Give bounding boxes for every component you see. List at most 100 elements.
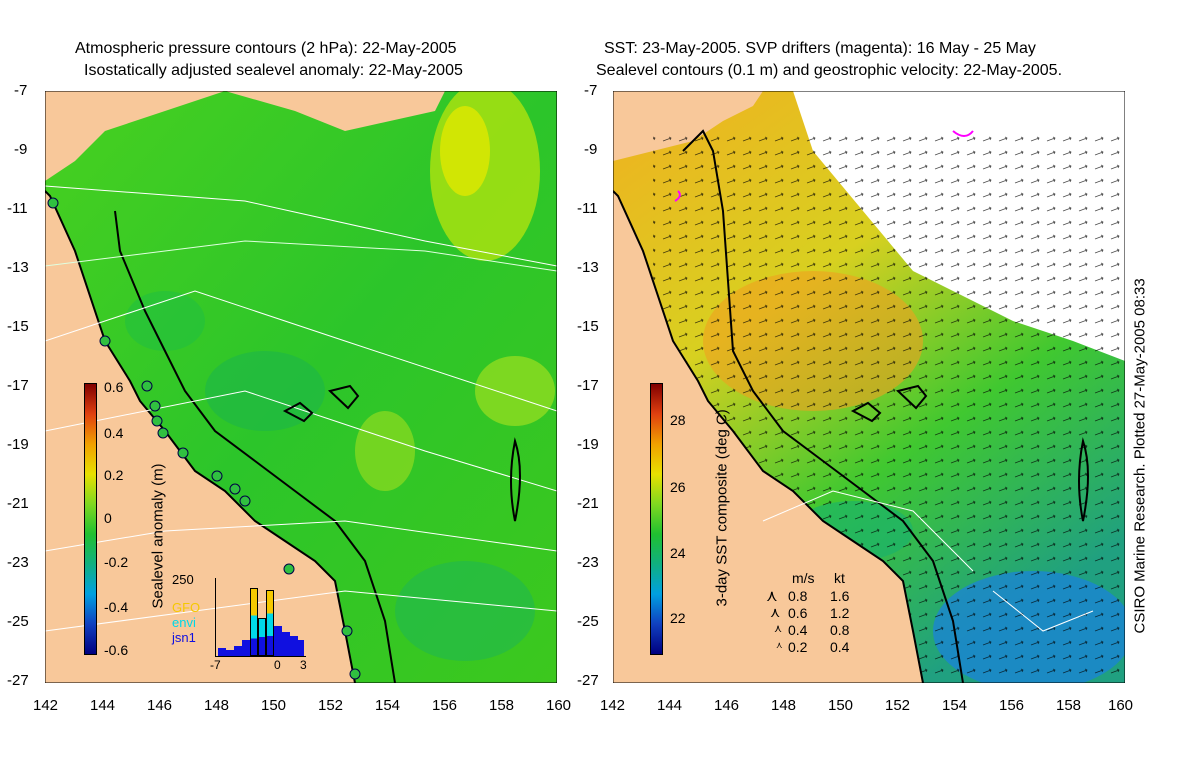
y-tick-label: -13 [7,259,29,276]
colorbar-tick: 26 [670,479,686,495]
colorbar-tick: 22 [670,610,686,626]
x-tick-label: 150 [261,697,287,714]
hist-bar [250,588,258,656]
y-tick-label: -21 [7,495,29,512]
anomaly-patch-dark [205,351,325,431]
y-tick-label: -23 [577,554,599,571]
y-tick-label: -17 [7,377,29,394]
y-tick-label: -23 [7,554,29,571]
hist-y-max: 250 [172,572,194,587]
drifter-track [952,130,974,137]
x-tick-label: 160 [1108,697,1134,714]
x-tick-label: 146 [147,697,173,714]
vel-kt: 0.4 [830,639,850,655]
left-colorbar [84,383,97,655]
pressure-contour [45,520,557,552]
sealevel-contour [992,590,1094,632]
reef-edge [114,210,396,683]
x-tick-label: 148 [204,697,230,714]
y-tick-label: -21 [577,495,599,512]
coastline [45,190,356,683]
y-tick-label: -19 [577,436,599,453]
pressure-contour [45,185,557,267]
x-tick-label: 146 [714,697,740,714]
hist-bar [290,636,298,656]
anomaly-patch-yellow-ne-core [440,106,490,196]
sealevel-contour [762,490,974,572]
y-tick-label: -25 [577,613,599,630]
vel-kt: 1.2 [830,605,850,621]
colorbar-tick: 0.2 [104,467,124,483]
x-tick-label: 152 [885,697,911,714]
vel-ms: 0.2 [788,639,808,655]
right-colorbar [650,383,663,655]
vel-ms: 0.4 [788,622,808,638]
colorbar-tick: 24 [670,545,686,561]
y-tick-label: -11 [577,200,598,217]
vel-kt: 0.8 [830,622,850,638]
coastline [613,190,924,683]
y-tick-label: -9 [14,141,28,158]
y-tick-label: -27 [577,672,599,689]
y-tick-label: -7 [584,82,598,99]
hist-bar [258,618,266,656]
land-mainland [45,91,445,181]
y-tick-label: -25 [7,613,29,630]
hist-bar [234,646,242,656]
reef-edge [682,129,964,683]
anomaly-patch-dark [395,561,535,661]
left-title-line2: Isostatically adjusted sealevel anomaly:… [84,62,463,79]
x-tick-label: 158 [1056,697,1082,714]
x-tick-label: 154 [375,697,401,714]
y-tick-label: -19 [7,436,29,453]
vel-header-kt: kt [834,570,845,586]
y-tick-label: -9 [584,141,598,158]
x-tick-label: 156 [999,697,1025,714]
y-tick-label: -13 [577,259,599,276]
pressure-contour [45,390,557,492]
island [510,437,521,522]
y-tick-label: -17 [577,377,599,394]
x-tick-label: 156 [432,697,458,714]
x-tick-label: 150 [828,697,854,714]
land-australia [45,191,355,683]
x-tick-label: 160 [546,697,572,714]
hist-x-label: 0 [274,658,281,672]
right-colorbar-label: 3-day SST composite (deg C) [713,409,731,607]
hist-bar [274,626,282,656]
x-tick-label: 144 [657,697,683,714]
histogram-inset: 250 -7 0 3 [172,570,308,672]
vel-header-ms: m/s [792,570,815,586]
left-title-line1: Atmospheric pressure contours (2 hPa): 2… [75,40,457,57]
colorbar-tick: 28 [670,412,686,428]
island [282,384,360,423]
altimeter-points [47,197,361,680]
pressure-contour [45,290,557,412]
y-tick-label: -11 [7,200,28,217]
vel-arrow-icon: ⋏ [776,640,783,650]
colorbar-tick: -0.2 [104,554,129,570]
hist-bar [242,640,250,656]
hist-bar [282,632,290,656]
vel-ms: 0.8 [788,588,808,604]
legend-envi: envi [172,615,196,630]
island [1078,437,1089,522]
legend-jsn1: jsn1 [172,630,196,645]
colorbar-tick: 0.6 [104,379,124,395]
vel-arrow-icon: ⋏ [774,623,783,635]
x-tick-label: 152 [318,697,344,714]
hist-bar [266,590,274,656]
legend-gfo: GFO [172,600,201,615]
left-colorbar-label: Sealevel anomaly (m) [149,463,167,609]
colorbar-tick: 0 [104,510,112,526]
y-tick-label: -7 [14,82,28,99]
y-tick-label: -15 [577,318,599,335]
hist-x-label: 3 [300,658,307,672]
vel-arrow-icon: ⋏ [770,604,781,620]
vel-ms: 0.6 [788,605,808,621]
y-tick-label: -15 [7,318,29,335]
x-tick-label: 142 [33,697,59,714]
vel-arrow-icon: ⋏ [766,588,778,605]
colorbar-tick: -0.4 [104,599,129,615]
island [850,384,928,423]
